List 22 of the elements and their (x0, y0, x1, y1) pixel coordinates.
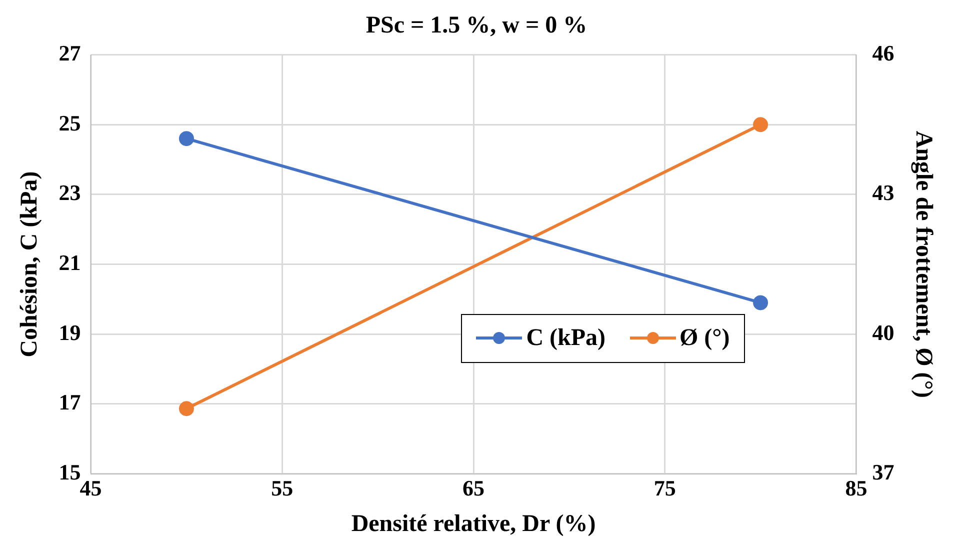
x-tick-label: 45 (80, 476, 102, 501)
y2-tick-label: 46 (872, 40, 894, 66)
x-tick-label: 55 (271, 476, 294, 501)
y-axis-title: Cohésion, C (kPa) (16, 171, 43, 358)
y-tick-label: 23 (58, 180, 81, 206)
y-tick-label: 21 (58, 250, 81, 275)
y-tick-label: 25 (58, 110, 81, 136)
x-tick-label: 85 (845, 476, 868, 501)
chart-title: PSc = 1.5 %, w = 0 % (366, 12, 588, 39)
y-tick-label: 19 (58, 320, 81, 345)
legend-label: Ø (°) (680, 324, 730, 352)
y-tick-label: 17 (58, 390, 81, 415)
y-tick-label: 15 (58, 459, 81, 484)
y-tick-label: 27 (58, 40, 81, 66)
x-axis-title: Densité relative, Dr (%) (351, 510, 596, 537)
x-tick-label: 75 (654, 476, 676, 501)
legend-label: C (kPa) (526, 324, 606, 352)
y2-axis-title: Angle de frottement, Ø (°) (910, 130, 936, 398)
x-tick-label: 65 (462, 476, 484, 501)
y2-tick-label: 40 (872, 320, 894, 345)
y2-tick-label: 37 (872, 459, 894, 484)
y2-tick-label: 43 (872, 180, 894, 206)
